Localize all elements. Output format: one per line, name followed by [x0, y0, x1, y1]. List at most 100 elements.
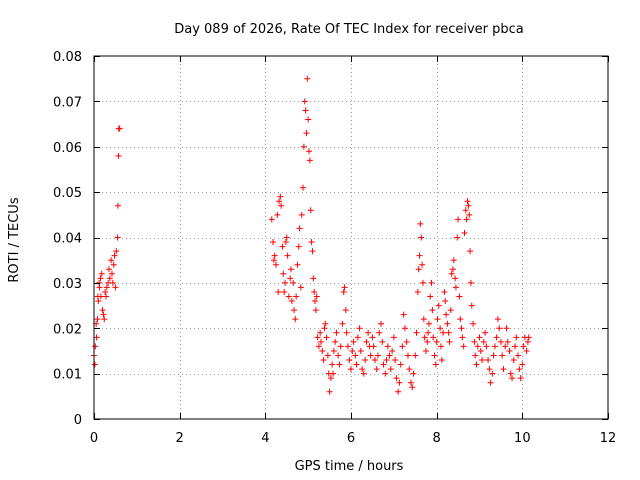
data-point	[413, 329, 420, 336]
data-point	[479, 357, 486, 364]
x-tick-label: 6	[347, 431, 355, 446]
data-point	[494, 316, 501, 323]
data-point	[517, 375, 524, 382]
data-point	[324, 352, 331, 359]
data-point	[91, 361, 98, 368]
y-tick-label: 0.07	[53, 95, 82, 110]
data-point	[419, 279, 426, 286]
data-point	[382, 370, 389, 377]
data-point	[313, 293, 320, 300]
data-point	[468, 302, 475, 309]
data-point	[507, 370, 514, 377]
data-point	[350, 338, 357, 345]
data-point	[399, 343, 406, 350]
data-point	[500, 366, 507, 373]
data-point	[312, 298, 319, 305]
data-point	[281, 288, 288, 295]
data-point	[304, 75, 311, 82]
data-point	[282, 279, 289, 286]
data-point	[297, 284, 304, 291]
data-point	[477, 347, 484, 354]
data-point	[441, 288, 448, 295]
data-point	[329, 361, 336, 368]
data-point	[452, 284, 459, 291]
data-point	[493, 334, 500, 341]
data-point	[433, 338, 440, 345]
data-point	[444, 320, 451, 327]
data-point	[432, 361, 439, 368]
data-point	[360, 370, 367, 377]
x-tick-label: 0	[90, 431, 98, 446]
data-point	[352, 352, 359, 359]
y-tick-label: 0	[74, 413, 82, 428]
data-point	[476, 334, 483, 341]
data-point	[278, 202, 285, 209]
data-point	[463, 216, 470, 223]
data-point	[97, 275, 104, 282]
data-point	[466, 211, 473, 218]
data-point	[295, 243, 302, 250]
data-point	[302, 107, 309, 114]
grid-lines	[94, 56, 608, 419]
data-point	[279, 243, 286, 250]
data-point	[336, 361, 343, 368]
data-point	[520, 343, 527, 350]
data-point	[343, 329, 350, 336]
data-point	[108, 257, 115, 264]
data-point	[113, 248, 120, 255]
data-point	[524, 338, 531, 345]
data-point	[354, 334, 361, 341]
x-axis-label: GPS time / hours	[295, 459, 404, 474]
data-point	[400, 311, 407, 318]
data-point	[416, 252, 423, 259]
data-point	[429, 307, 436, 314]
data-point	[342, 307, 349, 314]
data-point	[403, 338, 410, 345]
data-point	[370, 343, 377, 350]
data-point	[301, 98, 308, 105]
data-point	[515, 352, 522, 359]
data-point	[365, 329, 372, 336]
data-point	[513, 334, 520, 341]
data-point	[380, 361, 387, 368]
data-point	[510, 357, 517, 364]
data-point	[290, 279, 297, 286]
data-point	[114, 202, 121, 209]
axis-ticks	[94, 56, 609, 420]
data-point	[300, 184, 307, 191]
data-point	[472, 352, 479, 359]
y-tick-label: 0.08	[53, 50, 82, 65]
data-point	[312, 307, 319, 314]
data-point	[489, 370, 496, 377]
data-point	[288, 266, 295, 273]
data-point	[96, 284, 103, 291]
data-point	[283, 234, 290, 241]
y-tick-labels: 0 0.01 0.02 0.03 0.04 0.05 0.06 0.07 0.08	[53, 50, 82, 428]
data-point	[425, 320, 432, 327]
data-point	[291, 307, 298, 314]
data-point	[298, 211, 305, 218]
data-point	[471, 338, 478, 345]
data-point	[467, 279, 474, 286]
data-point	[437, 325, 444, 332]
data-point	[116, 125, 123, 132]
x-tick-label: 2	[176, 431, 184, 446]
data-point	[397, 361, 404, 368]
data-point	[457, 316, 464, 323]
data-point	[288, 298, 295, 305]
data-point	[369, 334, 376, 341]
data-point	[306, 157, 313, 164]
data-point	[519, 361, 526, 368]
data-point	[285, 293, 292, 300]
data-point	[333, 329, 340, 336]
data-point	[419, 261, 426, 268]
data-point	[270, 257, 277, 264]
data-point	[430, 334, 437, 341]
data-point	[110, 261, 117, 268]
data-point	[97, 293, 104, 300]
data-point	[296, 225, 303, 232]
data-point	[506, 347, 513, 354]
y-tick-label: 0.04	[53, 232, 82, 247]
